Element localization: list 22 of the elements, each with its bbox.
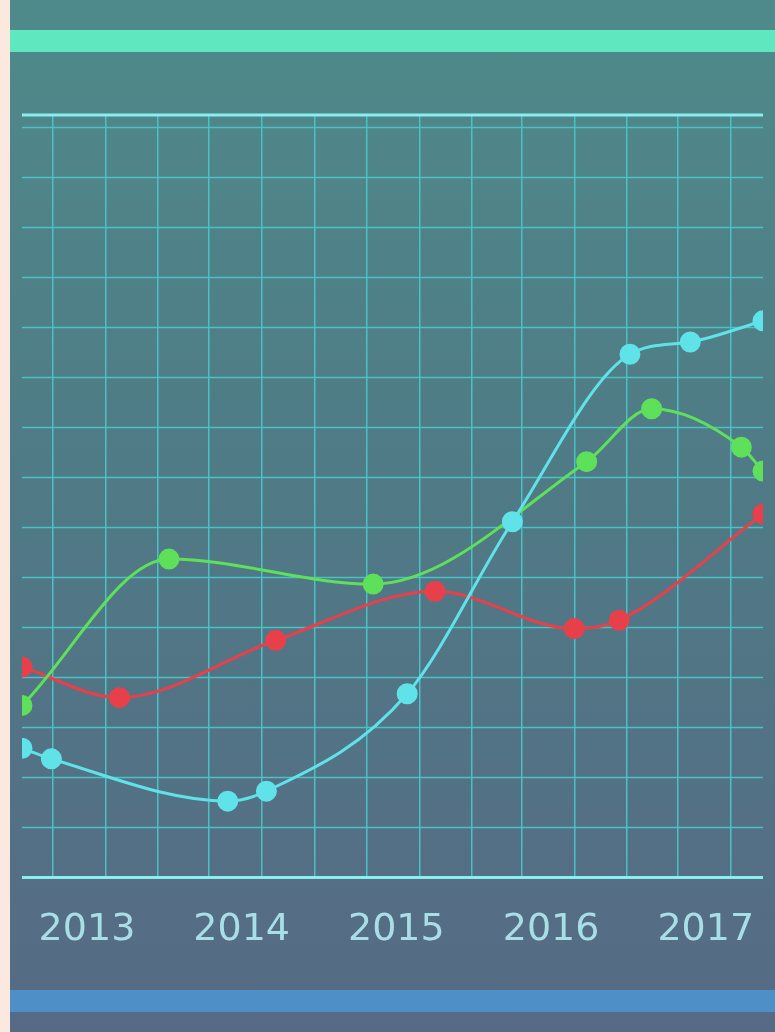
x-tick-label: 2013 xyxy=(38,905,136,950)
point xyxy=(217,790,239,812)
point xyxy=(641,398,663,420)
point xyxy=(396,683,418,705)
point xyxy=(40,748,62,770)
x-tick-label: 2016 xyxy=(502,905,600,950)
point xyxy=(563,618,585,640)
x-tick-label: 2015 xyxy=(348,905,445,950)
point xyxy=(576,451,598,473)
point xyxy=(158,548,180,570)
x-tick-label: 2014 xyxy=(193,905,291,950)
point xyxy=(619,343,641,365)
point xyxy=(730,436,752,458)
point xyxy=(608,609,630,631)
point xyxy=(108,687,130,709)
point xyxy=(362,573,384,595)
x-tick-label: 2017 xyxy=(657,905,755,950)
point xyxy=(265,629,287,651)
point xyxy=(424,580,446,602)
point xyxy=(255,780,277,802)
point xyxy=(679,331,701,353)
point xyxy=(501,511,523,533)
